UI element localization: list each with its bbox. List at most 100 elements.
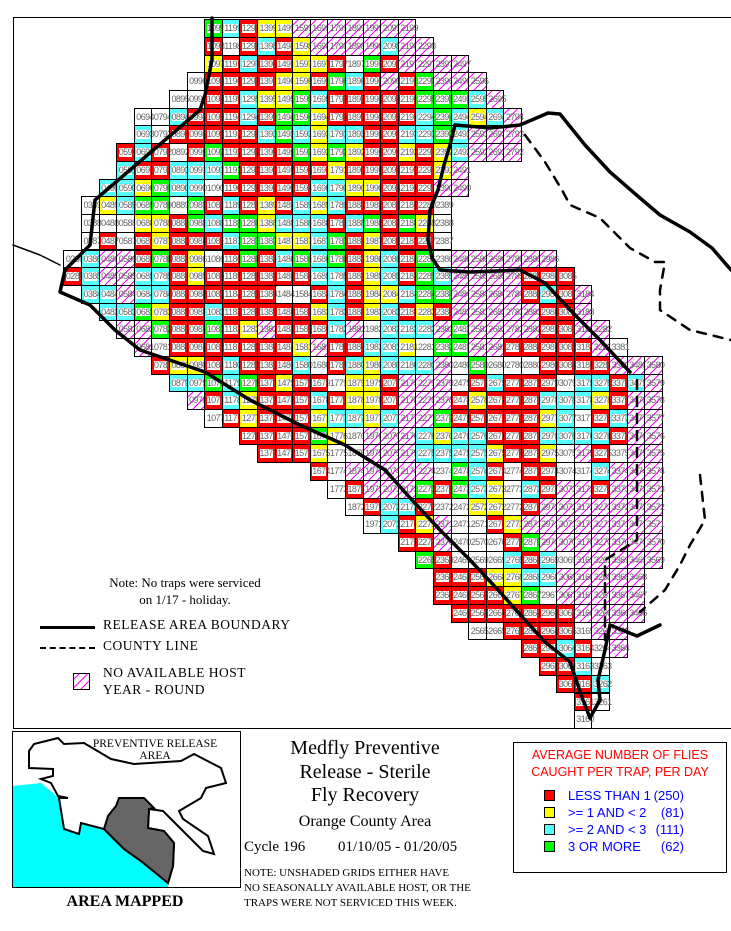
grid-cell-label: 2578 [470,395,489,406]
grid-cell-label: 2486 [453,253,471,264]
grid-cell-label: 2190 [400,182,419,193]
grid-cell-label: 2675 [488,448,507,459]
grid-cell-label: 1582 [294,324,313,335]
grid-cell-label: 3375 [611,448,630,459]
grid-cell-label: 1780 [329,359,348,370]
grid-cell-label: 3070 [558,537,577,548]
grid-cell-label: 1189 [224,200,242,211]
grid-cell-label: 2493 [453,129,471,140]
grid-cell-label: 0792 [153,147,172,158]
grid-cell-label: 0484 [101,288,119,299]
legend-label: >= 1 AND < 2 [568,805,647,820]
grid-cell-label: 3374 [611,466,630,477]
grid-cell-label: 3177 [576,412,594,423]
grid-cell-label: 0590 [118,182,137,193]
grid-cell-label: 1187 [224,235,242,246]
grid-cell-label: 2468 [453,572,471,583]
grid-cell-label: 1192 [224,147,242,158]
grid-cell-label: 1976 [365,430,383,441]
grid-cell-label: 2986 [541,253,559,264]
grid-cell-label: 2765 [505,625,524,636]
grid-cell-label: 0386 [83,253,102,264]
grid-cell-label: 1585 [294,271,313,282]
grid-cell-label: 2882 [523,324,542,335]
grid-cell: 2695 [485,90,507,109]
grid-cell-label: 2673 [488,483,507,494]
grid-cell-label: 2766 [505,607,524,618]
grid-cell-label: 1683 [312,306,331,317]
grid-cell-label: 0996 [189,76,207,87]
grid-cell-label: 2768 [505,572,524,583]
grid-cell: 1596 [292,72,313,91]
grid-cell-label: 1378 [259,395,278,406]
grid-cell-label: 2963 [541,661,559,672]
grid-cell-label: 1877 [347,412,366,423]
grid-cell: 1178 [221,391,242,410]
grid-cell-label: 1690 [312,182,331,193]
grid-cell-label: 2097 [382,58,401,69]
grid-cell-label: 1281 [241,342,260,353]
grid-cell-label: 1681 [312,342,330,353]
grid-cell-label: 2297 [417,58,436,69]
grid-cell-label: 1692 [312,147,331,158]
grid-cell-label: 0986 [189,253,207,264]
grid-cell-label: 3181 [576,342,595,353]
grid-cell-label: 2473 [453,483,471,494]
grid-cell: 2596 [468,72,489,91]
grid-cell-label: 2977 [541,412,559,423]
grid-cell-label: 2879 [523,377,542,388]
grid-cell-label: 1183 [224,306,242,317]
grid-cell-label: 3081 [558,342,577,353]
grid-cell-label: 2681 [488,342,506,353]
grid-cell: 1399 [257,19,278,38]
grid-cell-label: 3069 [558,554,577,565]
grid-cell: 1977 [362,408,383,428]
grid-cell-label: 1079 [206,377,225,388]
grid-cell-label: 0781 [153,342,172,353]
grid-cell-label: 2386 [435,253,454,264]
grid-cell-label: 3271 [593,519,612,530]
grid-cell-label: 1899 [347,23,366,34]
grid-cell-label: 2669 [488,554,506,565]
grid-cell-label: 1590 [294,182,313,193]
grid-cell-label: 1788 [329,218,348,229]
grid-cell-label: 2573 [470,483,489,494]
grid-cell-label: 2569 [470,554,489,565]
grid-cell-label: 3179 [576,377,595,388]
grid-cell-label: 1288 [241,218,260,229]
grid-cell-label: 2176 [400,430,418,441]
grid-cell-label: 3083 [558,306,577,317]
grid-cell-label: 1775 [329,448,348,459]
grid-cell-label: 3183 [576,306,594,317]
grid-cell-label: 3579 [646,377,665,388]
grid-cell: 0879 [169,373,190,393]
release-area-boundary-east [426,123,632,374]
grid-cell-label: 2775 [505,448,524,459]
holiday-note: Note: No traps were serviced on 1/17 - h… [70,574,300,608]
grid-cell-label: 0690 [136,182,155,193]
grid-cell: 1485 [274,267,295,286]
grid-cell: 1289 [239,196,260,216]
grid-cell-label: 1991 [365,164,383,175]
grid-cell-label: 2382 [435,324,454,335]
grid-cell: 1992 [362,143,383,162]
grid-cell-label: 2076 [382,430,401,441]
grid-cell-label: 2792 [505,147,524,158]
grid-cell-label: 2567 [470,590,489,601]
grid-cell: 1790 [327,178,348,198]
grid-cell-label: 0888 [171,218,190,229]
grid-cell-label: 1982 [365,324,383,335]
grid-cell-label: 2286 [417,253,436,264]
grid-cell-label: 0989 [189,200,207,211]
grid-cell-label: 1878 [347,395,366,406]
grid-cell-label: 2870 [523,537,542,548]
grid-cell-label: 1695 [312,94,331,105]
grid-cell: 2482 [450,320,471,340]
grid-cell-label: 3169 [576,554,594,565]
grid-cell-label: 1298 [241,40,260,51]
grid-cell-label: 2088 [382,218,401,229]
grid-cell-label: 0985 [189,271,207,282]
grid-cell-label: 1375 [259,448,278,459]
grid-cell-label: 2279 [417,377,436,388]
grid-cell-label: 1398 [259,40,278,51]
